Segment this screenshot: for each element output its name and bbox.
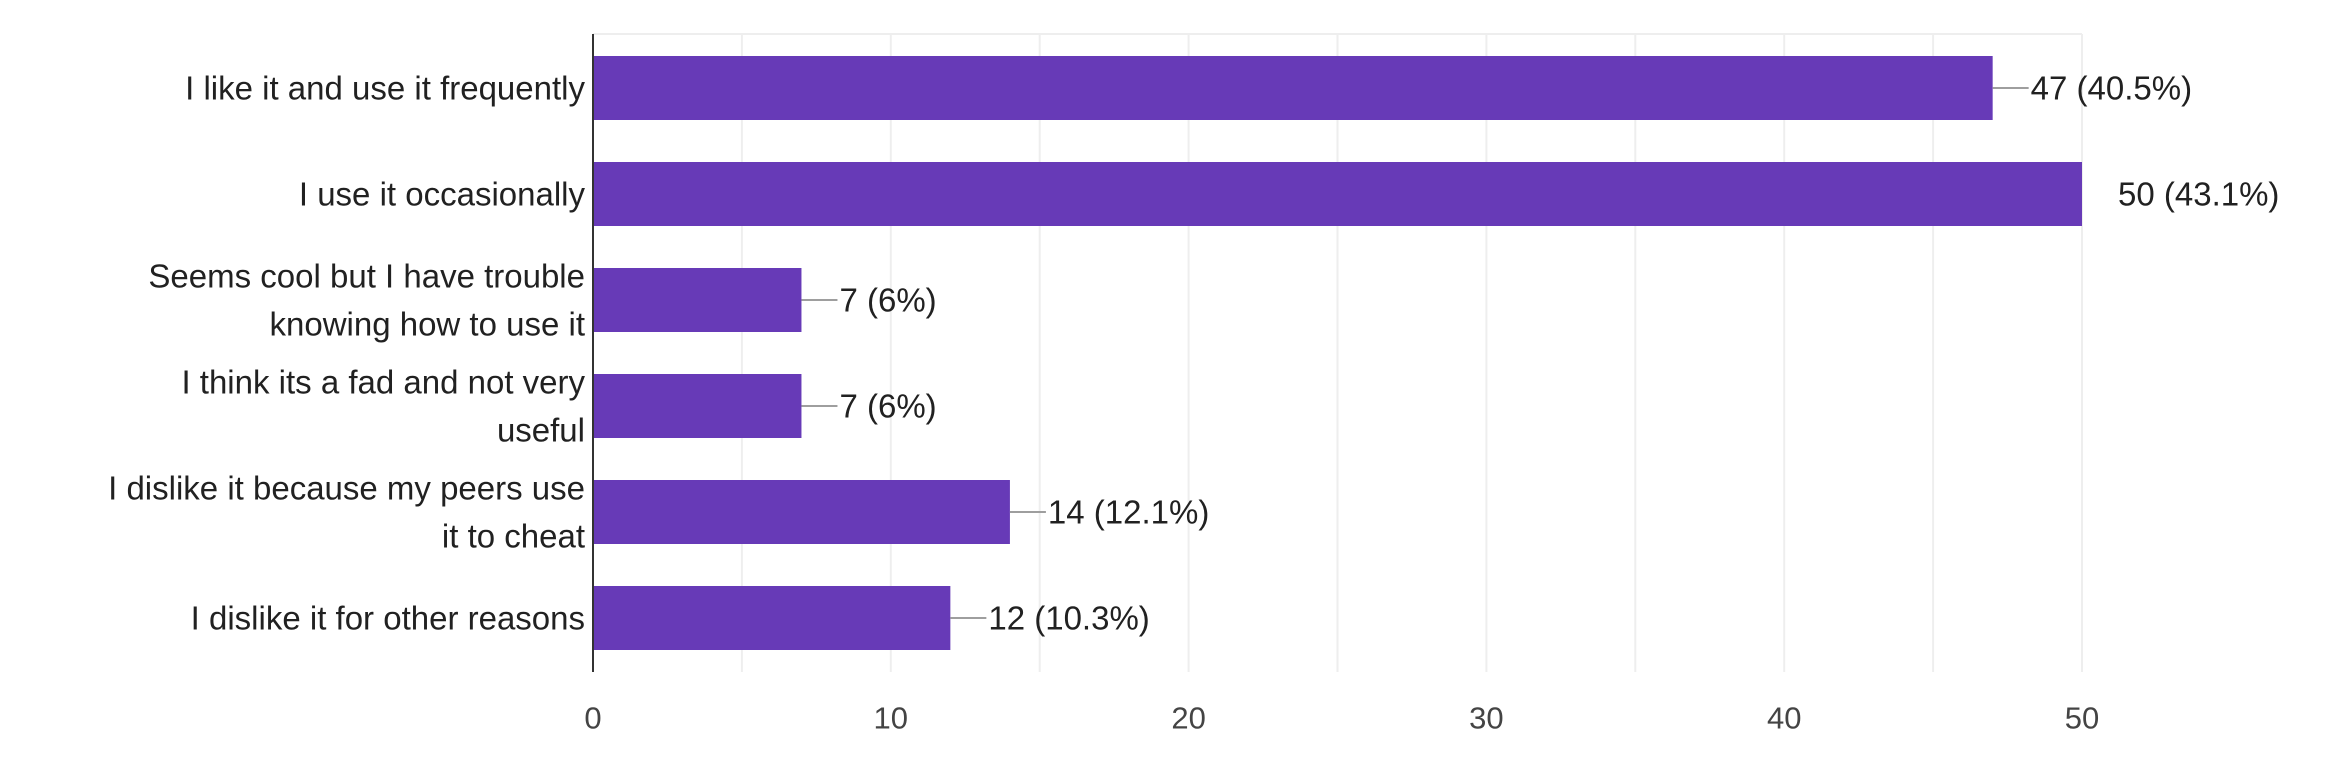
- data-label: 50 (43.1%): [2118, 176, 2279, 213]
- bar: [593, 480, 1010, 544]
- bar: [593, 56, 1993, 120]
- category-label: I dislike it for other reasons: [191, 600, 585, 637]
- data-label: 7 (6%): [839, 388, 936, 425]
- category-label: knowing how to use it: [269, 306, 585, 343]
- x-tick-label: 10: [874, 701, 908, 736]
- category-label: I dislike it because my peers use: [108, 470, 585, 507]
- data-label: 12 (10.3%): [988, 600, 1149, 637]
- bar: [593, 268, 802, 332]
- axes: 0 10 20 30 40 50: [584, 34, 2099, 736]
- bar: [593, 374, 802, 438]
- bar: [593, 162, 2082, 226]
- category-label: it to cheat: [442, 518, 585, 555]
- x-tick-label: 20: [1171, 701, 1205, 736]
- x-tick-label: 30: [1469, 701, 1503, 736]
- category-label: I think its a fad and not very: [181, 364, 585, 401]
- data-label: 7 (6%): [839, 282, 936, 319]
- data-label: 47 (40.5%): [2031, 70, 2192, 107]
- bars: [593, 56, 2082, 650]
- category-label: useful: [497, 412, 585, 449]
- category-label: Seems cool but I have trouble: [148, 258, 585, 295]
- gridlines: [593, 33, 2083, 672]
- category-label: I use it occasionally: [299, 176, 586, 213]
- x-tick-label: 0: [584, 701, 601, 736]
- labels: 47 (40.5%) I like it and use it frequentl…: [108, 70, 2279, 637]
- category-label: I like it and use it frequently: [185, 70, 585, 107]
- x-tick-label: 40: [1767, 701, 1801, 736]
- x-tick-label: 50: [2065, 701, 2099, 736]
- data-label: 14 (12.1%): [1048, 494, 1209, 531]
- bar: [593, 586, 951, 650]
